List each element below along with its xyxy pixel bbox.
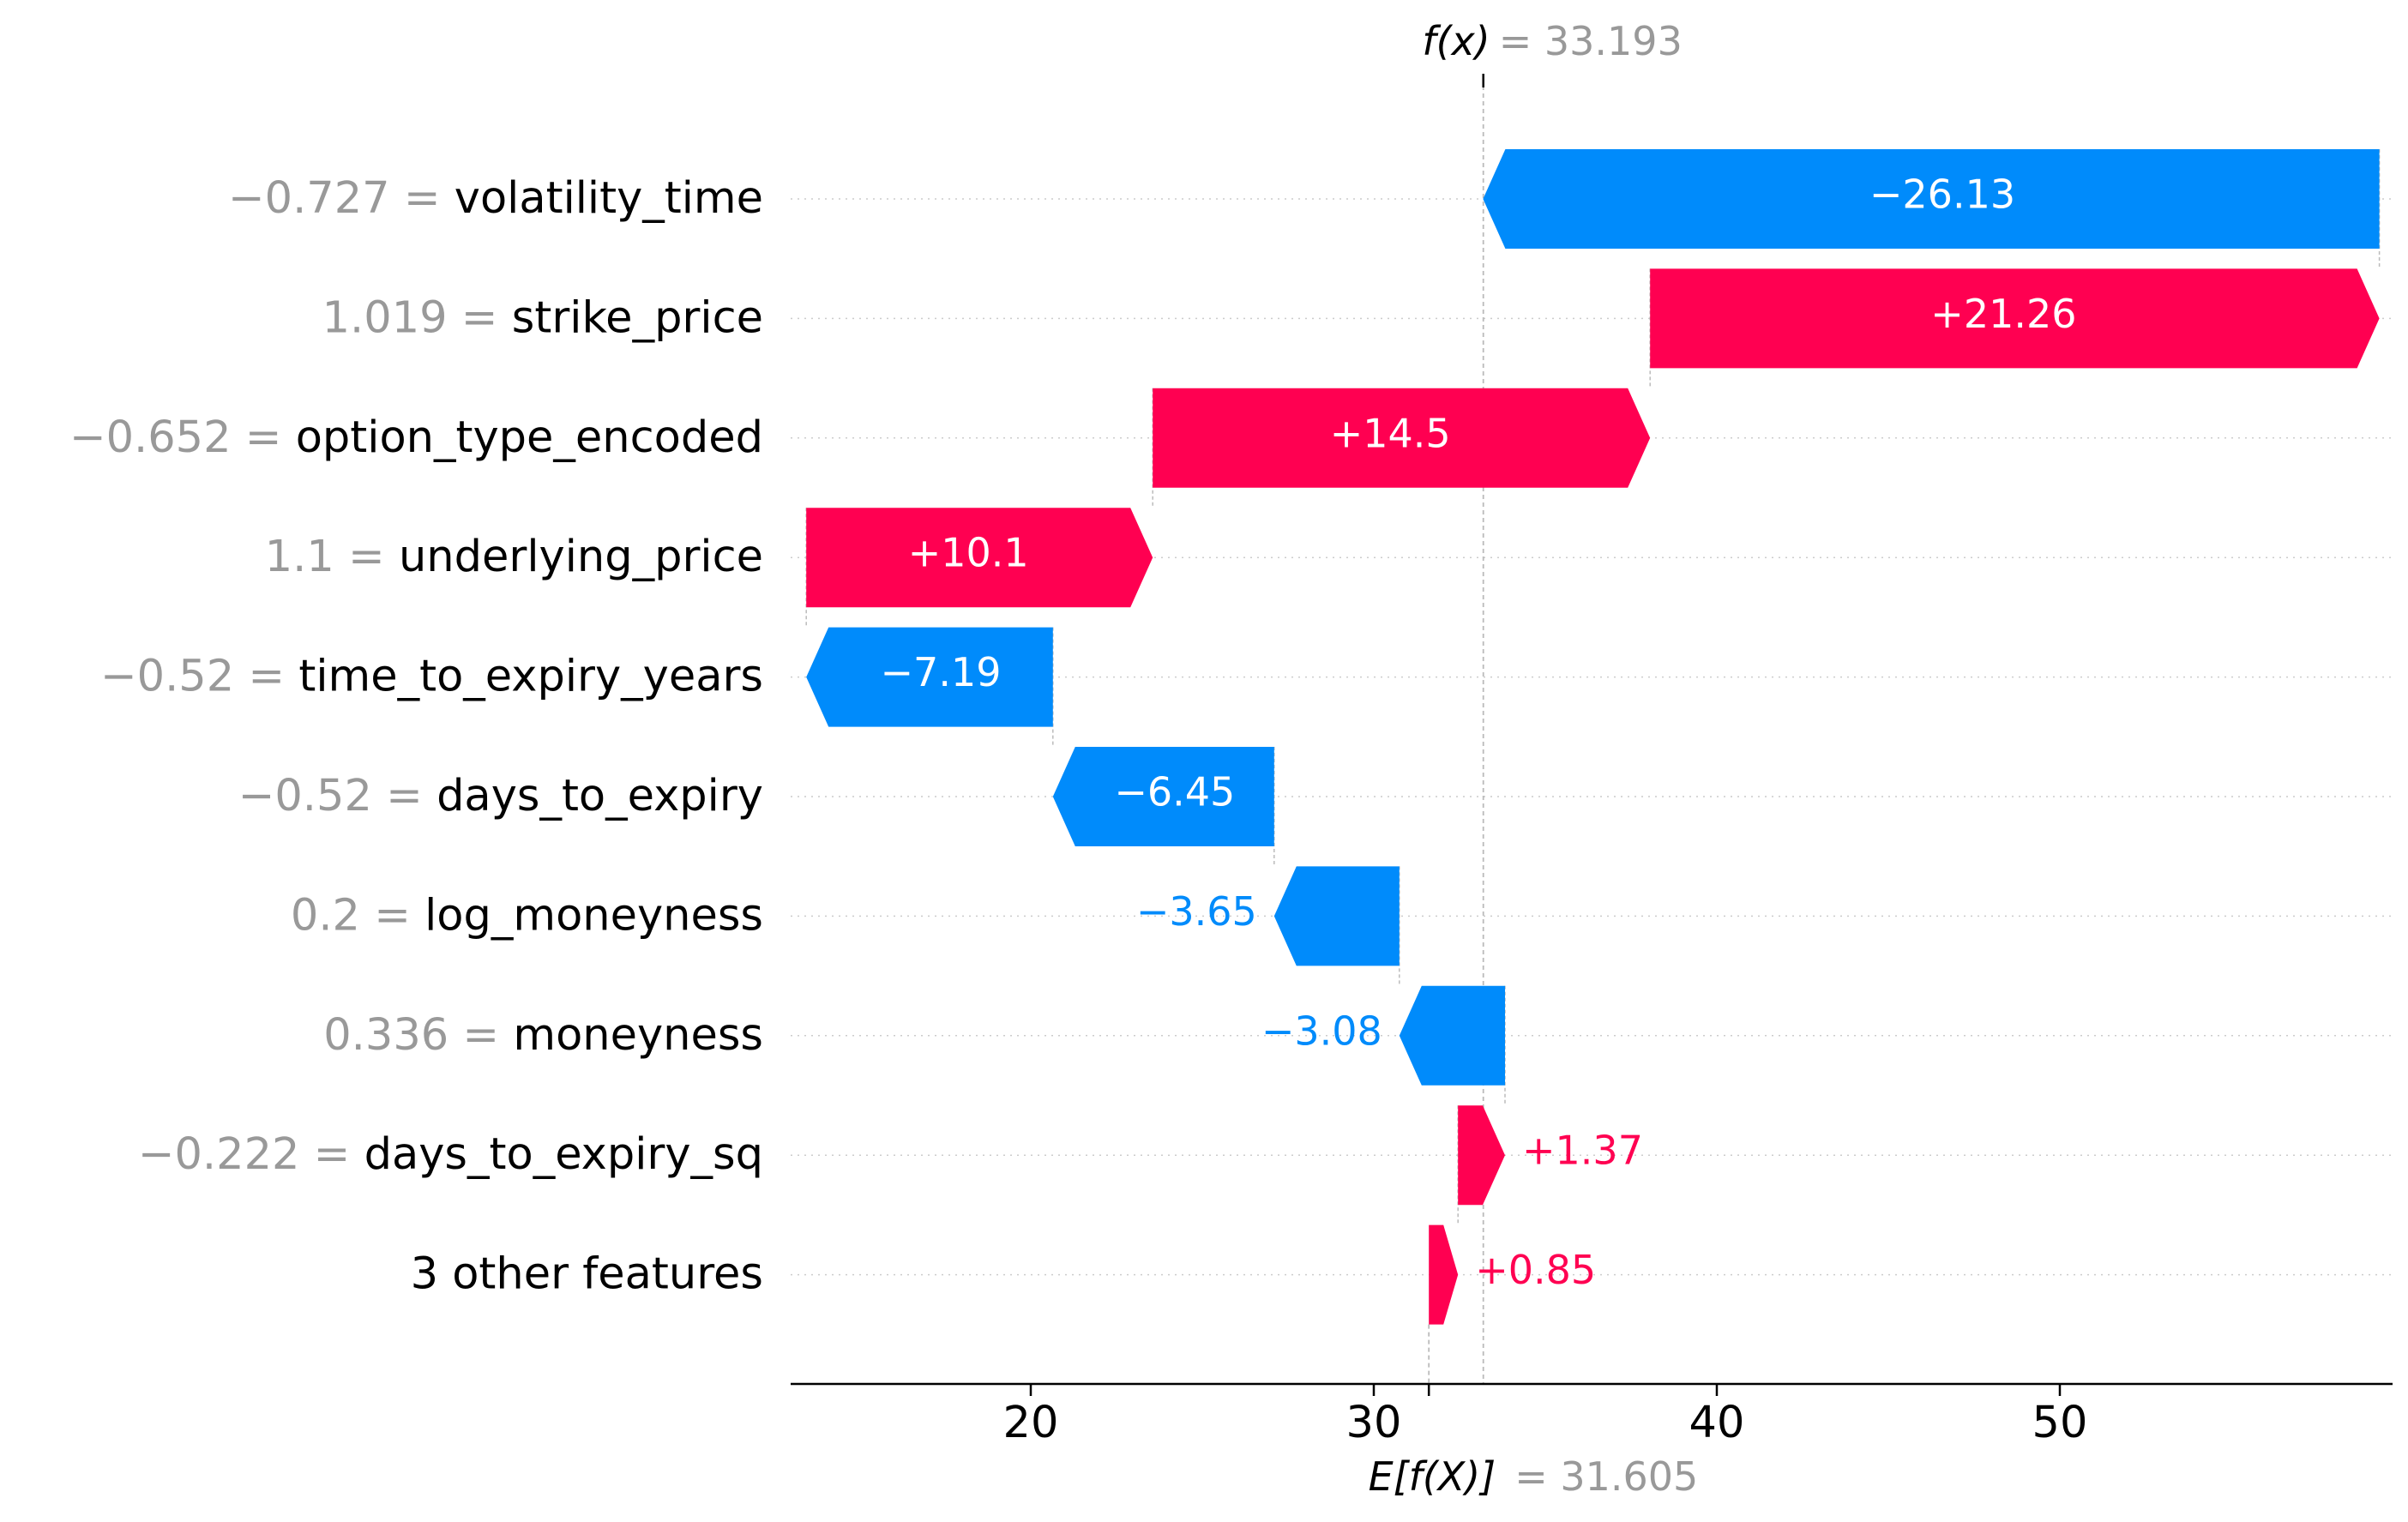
feature-value: −0.52 =	[100, 652, 298, 702]
feature-value: 1.1 =	[265, 532, 399, 582]
bar-option_type_encoded	[1153, 388, 1651, 488]
feature-label: −0.727 = volatility_time	[228, 173, 763, 224]
feature-label: 0.336 = moneyness	[323, 1010, 763, 1061]
ex-annotation: E[f(X)] = 31.605	[1369, 1453, 1699, 1500]
fx-label: f(x)	[1422, 18, 1490, 64]
feature-labels: −0.727 = volatility_time 1.019 = strike_p…	[69, 173, 763, 1300]
x-tick-label: 30	[1346, 1398, 1402, 1448]
bar-label: −3.08	[1261, 1008, 1382, 1054]
bar-label: −26.13	[1869, 171, 2015, 218]
feature-name: days_to_expiry_sq	[364, 1129, 763, 1180]
x-tick-label: 50	[2032, 1398, 2088, 1448]
fx-annotation: f(x) = 33.193	[1422, 18, 1683, 87]
bar-labels: −26.13 +21.26 +14.5 +10.1 −7.19 −6.45 −3.65 −3.…	[881, 171, 2077, 1294]
bar-log_moneyness	[1273, 866, 1400, 966]
bar-strike_price	[1650, 268, 2380, 369]
bar-label: −3.65	[1136, 888, 1257, 935]
bar-volatility_time	[1483, 149, 2380, 249]
bar-label: +0.85	[1475, 1247, 1596, 1293]
x-axis: 20 30 40 50	[791, 1382, 2393, 1448]
bar-label: +14.5	[1330, 410, 1451, 456]
bar-days_to_expiry	[1052, 747, 1274, 846]
feature-name: strike_price	[512, 292, 763, 343]
feature-name: time_to_expiry_years	[298, 652, 763, 702]
feature-label: −0.52 = days_to_expiry	[238, 771, 763, 821]
ex-value: = 31.605	[1514, 1453, 1698, 1500]
feature-value: −0.52 =	[238, 771, 436, 821]
feature-name: underlying_price	[399, 532, 763, 582]
feature-value: 0.2 =	[291, 890, 424, 941]
feature-name: days_to_expiry	[436, 771, 763, 821]
feature-name: moneyness	[513, 1010, 763, 1061]
bar-underlying_price	[806, 508, 1153, 608]
feature-value: 0.336 =	[323, 1010, 513, 1061]
feature-value: 1.019 =	[322, 292, 512, 343]
bar-3-other-features	[1429, 1224, 1459, 1325]
ex-label: E[f(X)]	[1369, 1453, 1496, 1500]
feature-label: −0.652 = option_type_encoded	[69, 412, 763, 463]
bar-label: +1.37	[1522, 1128, 1643, 1174]
feature-value: −0.727 =	[228, 173, 455, 224]
feature-name: log_moneyness	[424, 890, 763, 941]
bars	[806, 149, 2380, 1325]
fx-value: = 33.193	[1499, 18, 1683, 64]
bar-moneyness	[1399, 985, 1505, 1086]
x-tick-label: 20	[1003, 1398, 1059, 1448]
feature-label: 3 other features	[411, 1249, 763, 1300]
bar-label: +21.26	[1930, 291, 2076, 337]
bar-label: +10.1	[908, 530, 1029, 576]
feature-label: 0.2 = log_moneyness	[291, 890, 763, 941]
x-tick-label: 40	[1689, 1398, 1745, 1448]
feature-name: volatility_time	[455, 173, 763, 224]
feature-label: 1.019 = strike_price	[322, 292, 763, 343]
feature-name: 3 other features	[411, 1249, 763, 1300]
bar-time_to_expiry_years	[806, 627, 1053, 727]
bar-days_to_expiry_sq	[1458, 1105, 1505, 1206]
feature-label: −0.52 = time_to_expiry_years	[100, 652, 763, 702]
feature-value: −0.222 =	[138, 1129, 364, 1180]
feature-label: −0.222 = days_to_expiry_sq	[138, 1129, 763, 1180]
feature-value: −0.652 =	[69, 412, 296, 463]
bar-label: −6.45	[1114, 769, 1235, 815]
bar-label: −7.19	[881, 649, 1002, 695]
feature-label: 1.1 = underlying_price	[265, 532, 763, 582]
feature-name: option_type_encoded	[296, 412, 763, 463]
